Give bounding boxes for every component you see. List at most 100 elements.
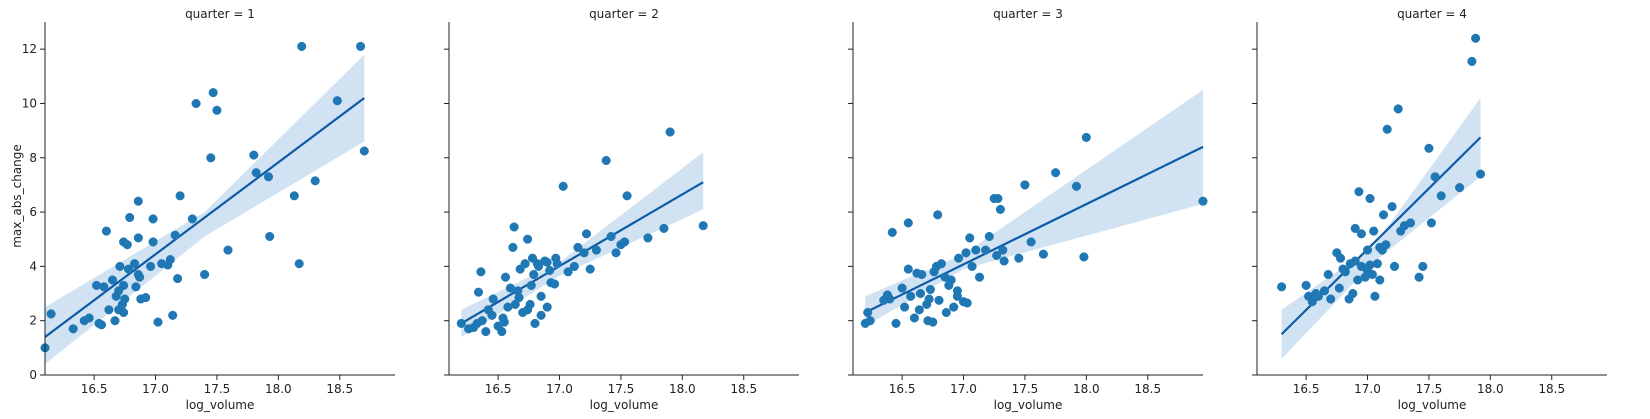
- data-point: [168, 310, 178, 320]
- data-point: [1430, 172, 1440, 182]
- data-point: [115, 261, 125, 271]
- data-point: [310, 176, 320, 186]
- data-point: [536, 291, 546, 301]
- data-point: [1436, 191, 1446, 201]
- data-point: [141, 293, 151, 303]
- data-point: [131, 282, 141, 292]
- data-point: [263, 172, 274, 182]
- data-point: [96, 320, 107, 330]
- data-point: [1378, 210, 1389, 220]
- data-point: [1414, 272, 1424, 282]
- data-point: [1382, 124, 1392, 134]
- data-point: [1079, 252, 1089, 262]
- data-point: [558, 181, 568, 191]
- data-point: [941, 307, 951, 318]
- data-point: [1365, 260, 1375, 270]
- data-point: [476, 267, 486, 277]
- data-point: [332, 96, 342, 106]
- data-point: [1389, 261, 1400, 271]
- data-point: [173, 274, 183, 284]
- data-point: [865, 316, 875, 326]
- data-point: [534, 261, 544, 271]
- data-point: [1301, 280, 1311, 290]
- data-point: [146, 261, 156, 271]
- x-tick-label: 17.0: [950, 382, 977, 396]
- data-point: [698, 221, 708, 231]
- data-point: [992, 250, 1002, 261]
- data-point: [456, 318, 466, 328]
- data-point: [99, 282, 109, 292]
- x-tick-label: 16.5: [485, 382, 512, 396]
- data-point: [585, 264, 595, 274]
- confidence-band: [865, 89, 1203, 327]
- data-point: [933, 210, 943, 220]
- data-point: [122, 240, 132, 250]
- data-point: [885, 294, 895, 304]
- data-point: [581, 229, 592, 239]
- data-point: [1372, 259, 1382, 269]
- x-tick-label: 18.5: [326, 382, 353, 396]
- data-point: [900, 302, 910, 312]
- x-axis-label: log_volume: [994, 398, 1063, 412]
- data-point: [165, 255, 175, 265]
- data-point: [68, 324, 78, 334]
- data-point: [993, 193, 1003, 204]
- data-point: [170, 230, 180, 240]
- panel-title: quarter = 1: [185, 7, 255, 21]
- data-point: [133, 233, 143, 243]
- data-point: [1405, 218, 1416, 228]
- data-point: [187, 214, 197, 224]
- x-tick-label: 17.0: [546, 382, 573, 396]
- data-point: [153, 317, 163, 327]
- data-point: [928, 317, 938, 327]
- regression-line: [44, 97, 365, 338]
- data-point: [965, 233, 975, 243]
- data-point: [1014, 253, 1024, 263]
- confidence-band: [1281, 98, 1481, 359]
- data-point: [906, 291, 916, 301]
- data-point: [952, 291, 962, 301]
- data-point: [545, 265, 555, 276]
- data-point: [601, 155, 611, 166]
- data-point: [863, 307, 873, 318]
- data-point: [1387, 202, 1397, 212]
- data-point: [1471, 33, 1481, 43]
- y-tick-label: 2: [29, 314, 37, 328]
- data-point: [936, 259, 946, 269]
- data-point: [1340, 267, 1350, 277]
- x-tick-label: 16.5: [889, 382, 916, 396]
- data-point: [297, 41, 307, 51]
- data-point: [473, 287, 484, 297]
- facet-panel-4: quarter = 4 16.5 17.0 17.5 18.0 18.5 log_volum…: [1252, 7, 1607, 412]
- x-tick-label: 18.0: [669, 382, 696, 396]
- data-point: [620, 237, 630, 247]
- x-tick-label: 18.5: [1134, 382, 1161, 396]
- panel-title: quarter = 2: [589, 7, 659, 21]
- data-point: [223, 245, 233, 255]
- data-point: [962, 298, 972, 308]
- data-point: [359, 146, 369, 156]
- data-point: [1350, 256, 1360, 266]
- data-point: [1369, 226, 1379, 236]
- data-point: [1319, 286, 1330, 296]
- data-point: [611, 248, 621, 258]
- data-point: [289, 191, 299, 201]
- data-point: [530, 318, 540, 328]
- data-point: [999, 256, 1009, 266]
- x-tick-label: 18.0: [1073, 382, 1100, 396]
- data-point: [946, 275, 956, 285]
- x-tick-label: 16.5: [81, 382, 108, 396]
- x-axis-label: log_volume: [590, 398, 659, 412]
- data-point: [591, 245, 601, 255]
- data-point: [1350, 223, 1360, 233]
- data-point: [542, 302, 552, 312]
- data-point: [497, 327, 507, 337]
- data-point: [622, 191, 632, 201]
- data-point: [1455, 183, 1465, 193]
- data-point: [119, 280, 129, 290]
- data-point: [1424, 143, 1434, 153]
- x-tick-label: 17.5: [1416, 382, 1443, 396]
- data-point: [526, 280, 536, 290]
- y-tick-label: 4: [29, 259, 37, 273]
- data-point: [659, 223, 669, 233]
